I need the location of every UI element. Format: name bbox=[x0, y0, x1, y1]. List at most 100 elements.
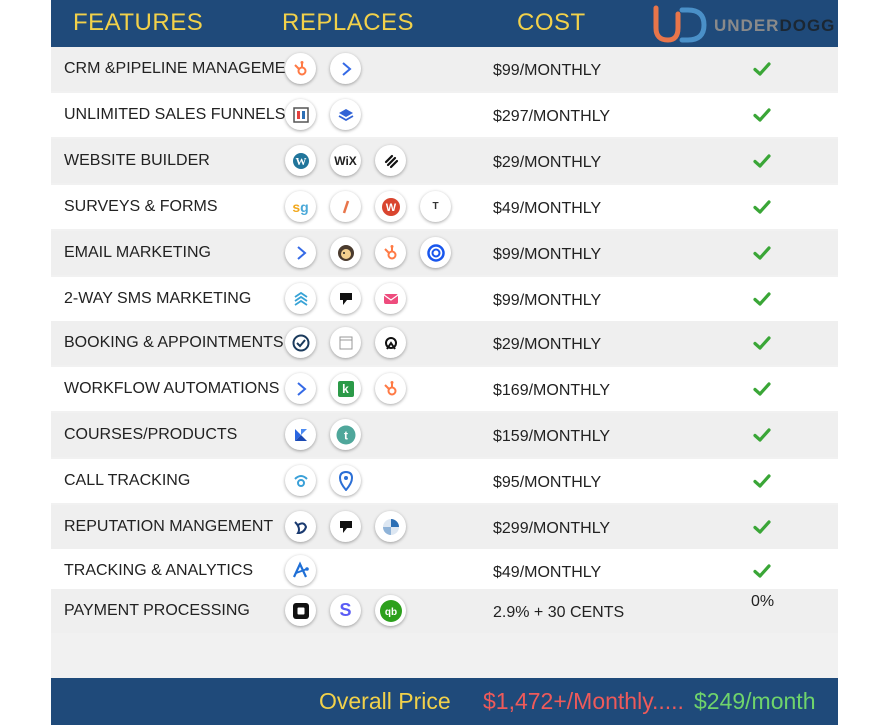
feature-cost: $169/MONTHLY bbox=[493, 382, 611, 399]
old-price: $1,472+/Monthly..... bbox=[483, 688, 684, 714]
table-row: WEBSITE BUILDER W WiX $29/MONTHLY bbox=[51, 139, 838, 183]
underdogg-logo-icon bbox=[653, 5, 707, 43]
header-replaces: REPLACES bbox=[282, 9, 415, 36]
table-row: SURVEYS & FORMS s g W T $49/MONTHLY bbox=[51, 185, 838, 229]
check-icon bbox=[753, 380, 771, 398]
hubspot-icon bbox=[375, 237, 406, 268]
activecampaign-icon bbox=[330, 53, 361, 84]
table-header: FEATURES REPLACES COST bbox=[51, 0, 838, 47]
check-icon bbox=[753, 518, 771, 536]
feature-name: CALL TRACKING bbox=[64, 472, 191, 489]
calendly-icon bbox=[285, 327, 316, 358]
wix-icon: WiX bbox=[330, 145, 361, 176]
feature-name: TRACKING & ANALYTICS bbox=[64, 562, 254, 579]
table-row: EMAIL MARKETING $99/MONTHLY bbox=[51, 231, 838, 275]
included-value: 0% bbox=[751, 593, 775, 610]
check-icon bbox=[753, 60, 771, 78]
feature-name: WEBSITE BUILDER bbox=[64, 152, 210, 169]
feature-cost: $99/MONTHLY bbox=[493, 246, 602, 263]
birdeye-icon bbox=[285, 511, 316, 542]
formstack-icon bbox=[330, 191, 361, 222]
table-row: BOOKING & APPOINTMENTS $29/MONTHLY bbox=[51, 321, 838, 365]
textmagic-icon bbox=[375, 283, 406, 314]
check-icon bbox=[753, 198, 771, 216]
svg-text:t: t bbox=[344, 428, 348, 442]
check-icon bbox=[753, 562, 771, 580]
check-icon bbox=[753, 334, 771, 352]
feature-cost: $29/MONTHLY bbox=[493, 336, 602, 353]
table-row: CALL TRACKING $95/MONTHLY bbox=[51, 459, 838, 503]
hubspot-icon bbox=[375, 373, 406, 404]
underdogg-wordmark: UNDERDOGG bbox=[714, 16, 836, 35]
table-row: UNLIMITED SALES FUNNELS $297/MONTHLY bbox=[51, 93, 838, 137]
square-icon bbox=[285, 595, 316, 626]
typeform-icon: T bbox=[420, 191, 451, 222]
svg-text:W: W bbox=[295, 156, 306, 168]
table-row: COURSES/PRODUCTS t $159/MONTHLY bbox=[51, 413, 838, 457]
check-icon bbox=[753, 472, 771, 490]
feature-cost: $29/MONTHLY bbox=[493, 154, 602, 171]
activecampaign-icon bbox=[285, 373, 316, 404]
table-row: REPUTATION MANGEMENT $299/MONTHLY bbox=[51, 505, 838, 549]
feature-name: UNLIMITED SALES FUNNELS bbox=[64, 106, 286, 123]
svg-text:W: W bbox=[385, 202, 396, 214]
yext-icon bbox=[375, 511, 406, 542]
header-features: FEATURES bbox=[73, 9, 204, 36]
feature-cost: $159/MONTHLY bbox=[493, 428, 611, 445]
feature-name: EMAIL MARKETING bbox=[64, 244, 211, 261]
podium-icon bbox=[330, 283, 361, 314]
mailchimp-icon bbox=[330, 237, 361, 268]
feature-name: COURSES/PRODUCTS bbox=[64, 426, 238, 443]
podium-icon bbox=[330, 511, 361, 542]
feature-name: SURVEYS & FORMS bbox=[64, 198, 218, 215]
header-cost: COST bbox=[517, 9, 586, 36]
keap-icon: k bbox=[330, 373, 361, 404]
feature-cost: $99/MONTHLY bbox=[493, 292, 602, 309]
feature-name: PAYMENT PROCESSING bbox=[64, 602, 250, 619]
analytics-icon bbox=[285, 555, 316, 586]
check-icon bbox=[753, 106, 771, 124]
feature-name: WORKFLOW AUTOMATIONS bbox=[64, 380, 280, 397]
callrail-icon bbox=[285, 465, 316, 496]
location-pin-icon bbox=[330, 465, 361, 496]
check-icon bbox=[753, 152, 771, 170]
kajabi-icon bbox=[285, 419, 316, 450]
activecampaign-icon bbox=[285, 237, 316, 268]
wufoo-icon: W bbox=[375, 191, 406, 222]
acuity-icon bbox=[375, 327, 406, 358]
feature-cost: 2.9% + 30 CENTS bbox=[493, 604, 625, 621]
wordpress-icon: W bbox=[285, 145, 316, 176]
feature-cost: $99/MONTHLY bbox=[493, 62, 602, 79]
check-icon bbox=[753, 426, 771, 444]
table-row: WORKFLOW AUTOMATIONS k $169/MONTHLY bbox=[51, 367, 838, 411]
table-row: TRACKING & ANALYTICS $49/MONTHLY bbox=[51, 549, 838, 593]
feature-cost: $299/MONTHLY bbox=[493, 520, 611, 537]
hubspot-icon bbox=[285, 53, 316, 84]
leadpages-icon bbox=[330, 99, 361, 130]
feature-name: CRM &PIPELINE MANAGEMENT bbox=[64, 60, 307, 77]
teachable-icon: t bbox=[330, 419, 361, 450]
feature-name: 2-WAY SMS MARKETING bbox=[64, 290, 252, 307]
feature-name: REPUTATION MANGEMENT bbox=[64, 518, 274, 535]
feature-cost: $49/MONTHLY bbox=[493, 564, 602, 581]
eztexting-icon bbox=[285, 283, 316, 314]
table-row: CRM &PIPELINE MANAGEMENT $99/MONTHLY bbox=[51, 47, 838, 91]
feature-name: BOOKING & APPOINTMENTS bbox=[64, 334, 284, 351]
clickfunnels-icon bbox=[285, 99, 316, 130]
feature-cost: $297/MONTHLY bbox=[493, 108, 611, 125]
overall-price-label: Overall Price bbox=[319, 688, 451, 714]
feature-cost: $95/MONTHLY bbox=[493, 474, 602, 491]
check-icon bbox=[753, 244, 771, 262]
stripe-icon: S bbox=[330, 595, 361, 626]
feature-cost: $49/MONTHLY bbox=[493, 200, 602, 217]
check-icon bbox=[753, 290, 771, 308]
new-price: $249/month bbox=[694, 688, 816, 714]
constantcontact-icon bbox=[420, 237, 451, 268]
table-row: 2-WAY SMS MARKETING $99/MONTHLY bbox=[51, 277, 838, 321]
squarespace-icon bbox=[375, 145, 406, 176]
price-summary-bar: Overall Price $1,472+/Monthly..... $249/… bbox=[51, 678, 838, 725]
quickbooks-icon: qb bbox=[375, 595, 406, 626]
calendar-icon bbox=[330, 327, 361, 358]
